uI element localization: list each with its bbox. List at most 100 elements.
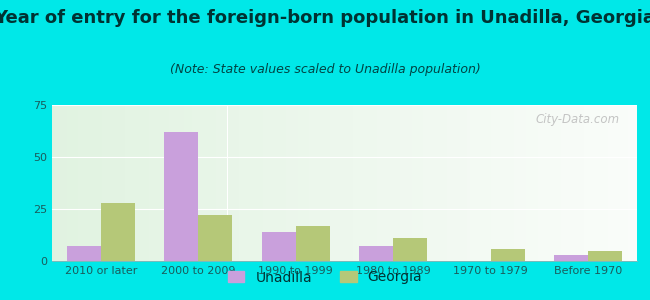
Bar xyxy=(261,232,296,261)
Bar xyxy=(113,105,116,261)
Bar xyxy=(304,105,307,261)
Bar xyxy=(204,105,207,261)
Bar xyxy=(272,105,274,261)
Bar xyxy=(558,105,561,261)
Bar xyxy=(596,105,599,261)
Bar xyxy=(251,105,254,261)
Bar xyxy=(309,105,312,261)
Bar xyxy=(529,105,532,261)
Bar xyxy=(163,105,166,261)
Bar xyxy=(324,105,327,261)
Bar xyxy=(555,105,558,261)
Bar xyxy=(248,105,251,261)
Bar xyxy=(532,105,534,261)
Bar xyxy=(330,105,333,261)
Bar xyxy=(166,105,169,261)
Bar xyxy=(450,105,452,261)
Bar xyxy=(210,105,213,261)
Bar xyxy=(380,105,382,261)
Bar xyxy=(151,105,155,261)
Bar xyxy=(120,105,122,261)
Bar xyxy=(520,105,523,261)
Bar xyxy=(394,105,397,261)
Bar xyxy=(534,105,538,261)
Bar xyxy=(350,105,354,261)
Bar xyxy=(512,105,514,261)
Bar xyxy=(393,238,428,261)
Bar xyxy=(84,105,87,261)
Bar xyxy=(342,105,345,261)
Bar xyxy=(155,105,157,261)
Bar xyxy=(391,105,394,261)
Bar xyxy=(187,105,190,261)
Bar xyxy=(105,105,108,261)
Bar xyxy=(467,105,470,261)
Bar xyxy=(588,105,590,261)
Bar xyxy=(70,105,72,261)
Bar xyxy=(339,105,341,261)
Bar xyxy=(476,105,479,261)
Bar xyxy=(382,105,385,261)
Bar xyxy=(374,105,376,261)
Bar xyxy=(336,105,339,261)
Bar xyxy=(164,132,198,261)
Bar xyxy=(183,105,187,261)
Bar xyxy=(274,105,277,261)
Bar xyxy=(278,105,280,261)
Bar xyxy=(321,105,324,261)
Bar xyxy=(213,105,216,261)
Bar xyxy=(564,105,567,261)
Bar xyxy=(584,105,588,261)
Bar xyxy=(400,105,403,261)
Bar xyxy=(452,105,456,261)
Bar xyxy=(81,105,84,261)
Bar xyxy=(172,105,175,261)
Bar xyxy=(441,105,444,261)
Bar xyxy=(494,105,497,261)
Bar xyxy=(66,105,70,261)
Bar xyxy=(146,105,148,261)
Bar xyxy=(93,105,96,261)
Bar xyxy=(52,105,55,261)
Bar xyxy=(300,105,304,261)
Bar xyxy=(134,105,137,261)
Bar xyxy=(447,105,450,261)
Bar xyxy=(359,105,362,261)
Bar xyxy=(96,105,99,261)
Bar xyxy=(444,105,447,261)
Bar xyxy=(634,105,637,261)
Bar xyxy=(362,105,365,261)
Bar xyxy=(371,105,374,261)
Bar xyxy=(610,105,614,261)
Bar xyxy=(406,105,409,261)
Bar xyxy=(354,105,356,261)
Bar xyxy=(192,105,195,261)
Bar xyxy=(231,105,233,261)
Bar xyxy=(409,105,412,261)
Bar xyxy=(554,255,588,261)
Bar xyxy=(58,105,61,261)
Bar xyxy=(517,105,520,261)
Bar xyxy=(590,105,593,261)
Bar xyxy=(298,105,300,261)
Bar xyxy=(289,105,292,261)
Bar xyxy=(432,105,436,261)
Bar xyxy=(315,105,318,261)
Bar xyxy=(245,105,248,261)
Bar xyxy=(549,105,552,261)
Bar xyxy=(514,105,517,261)
Bar xyxy=(233,105,237,261)
Bar xyxy=(502,105,506,261)
Bar xyxy=(128,105,131,261)
Bar xyxy=(593,105,596,261)
Bar xyxy=(377,105,380,261)
Bar xyxy=(216,105,218,261)
Bar xyxy=(436,105,438,261)
Bar xyxy=(227,105,231,261)
Bar xyxy=(296,226,330,261)
Bar xyxy=(254,105,257,261)
Bar xyxy=(491,248,525,261)
Bar xyxy=(499,105,502,261)
Bar xyxy=(552,105,555,261)
Bar xyxy=(523,105,526,261)
